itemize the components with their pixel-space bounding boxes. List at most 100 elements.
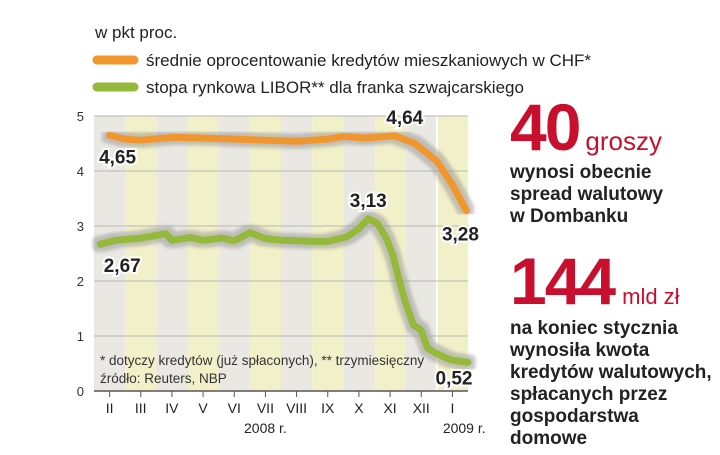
footnote-1: * dotyczy kredytów (już spłaconych), ** … bbox=[100, 353, 424, 368]
data-label: 4,64 bbox=[386, 108, 423, 129]
spread-text-line-1: wynosi obecnie bbox=[510, 162, 652, 183]
data-point bbox=[420, 330, 422, 331]
loans-text-line-2: wynosiła kwota bbox=[510, 340, 650, 361]
data-point bbox=[405, 302, 407, 304]
data-point bbox=[427, 347, 428, 349]
plot-area bbox=[94, 116, 468, 431]
data-point bbox=[171, 239, 173, 241]
spread-text-line-2: spread walutowy bbox=[510, 184, 664, 205]
data-label: 4,65 bbox=[99, 147, 136, 168]
data-point bbox=[280, 239, 282, 241]
month-band bbox=[249, 116, 281, 391]
data-point bbox=[311, 240, 313, 242]
data-point bbox=[465, 210, 467, 212]
x-tick-label: XII bbox=[413, 400, 430, 416]
data-point bbox=[171, 136, 173, 138]
y-tick-label: 4 bbox=[77, 164, 84, 179]
month-band bbox=[187, 116, 219, 391]
month-band bbox=[218, 116, 250, 391]
footnote-2: źródło: Reuters, NBP bbox=[100, 371, 227, 386]
annotations: 4,65 4,64 3,28 2,67 3,13 0,52 bbox=[97, 106, 481, 392]
data-point bbox=[233, 138, 235, 140]
spread-text-line-3: w Dombanku bbox=[510, 206, 629, 227]
data-point bbox=[345, 236, 347, 238]
data-label: 0,52 bbox=[436, 368, 473, 389]
data-point bbox=[342, 135, 344, 137]
fact-spread: 40 groszy wynosi obecnie spread walutowy … bbox=[510, 94, 718, 228]
series-lines bbox=[96, 131, 472, 366]
data-point bbox=[296, 240, 298, 242]
data-point bbox=[436, 353, 438, 355]
x-tick-label: II bbox=[106, 400, 114, 416]
data-point bbox=[109, 134, 111, 136]
fact-loans: 144 mld zł na koniec stycznia wynosiła kw… bbox=[510, 248, 718, 450]
x-tick-label: IX bbox=[321, 400, 335, 416]
data-point bbox=[249, 232, 251, 234]
data-point bbox=[233, 240, 235, 242]
month-band bbox=[125, 116, 157, 391]
data-point bbox=[202, 239, 204, 241]
data-point bbox=[451, 359, 453, 361]
loans-unit: mld zł bbox=[622, 284, 680, 309]
data-point bbox=[140, 139, 142, 141]
x-tick-label: VI bbox=[228, 400, 241, 416]
data-point bbox=[202, 137, 204, 139]
x-tick-label: III bbox=[135, 400, 147, 416]
y-tick-label: 3 bbox=[77, 219, 84, 234]
data-point bbox=[296, 140, 298, 142]
data-point bbox=[414, 143, 416, 144]
loans-value: 144 bbox=[510, 244, 616, 318]
data-point bbox=[327, 138, 329, 140]
x-tick-label: X bbox=[354, 400, 364, 416]
x-tick-label: XI bbox=[383, 400, 396, 416]
x-tick-label: I bbox=[450, 400, 454, 416]
month-band bbox=[156, 116, 188, 391]
x-tick-label: VIII bbox=[286, 400, 307, 416]
y-tick-label: 2 bbox=[77, 274, 84, 289]
y-axis: 0 1 2 3 4 5 bbox=[77, 109, 468, 399]
data-point bbox=[413, 324, 414, 326]
data-point bbox=[364, 137, 366, 139]
data-point bbox=[398, 280, 400, 282]
data-point bbox=[436, 160, 438, 162]
data-point bbox=[165, 233, 167, 235]
data-label: 3,13 bbox=[350, 191, 387, 212]
data-point bbox=[152, 235, 154, 237]
spread-unit: groszy bbox=[585, 126, 662, 156]
data-point bbox=[392, 255, 394, 257]
data-point bbox=[115, 239, 117, 241]
data-point bbox=[386, 239, 388, 241]
month-band bbox=[312, 116, 344, 391]
y-tick-label: 1 bbox=[77, 329, 84, 344]
y-tick-label: 5 bbox=[77, 109, 84, 124]
loans-text-line-1: na koniec stycznia bbox=[510, 318, 678, 339]
legend-label-green: stopa rynkowa LIBOR** dla franka szwajca… bbox=[146, 78, 524, 97]
loans-text-line-5: gospodarstwa domowe bbox=[510, 406, 639, 449]
data-point bbox=[140, 237, 142, 239]
data-point bbox=[445, 357, 447, 359]
month-band bbox=[405, 116, 437, 391]
data-point bbox=[377, 222, 379, 224]
data-point bbox=[451, 184, 453, 186]
data-point bbox=[394, 135, 396, 137]
loans-text-line-4: spłacanych przez bbox=[510, 384, 668, 405]
spread-value: 40 bbox=[510, 90, 581, 164]
data-point bbox=[264, 139, 266, 141]
data-point bbox=[358, 228, 360, 230]
year-label-2008: 2008 r. bbox=[244, 420, 287, 436]
year-label-2009: 2009 r. bbox=[443, 420, 486, 436]
data-point bbox=[190, 237, 192, 238]
month-band bbox=[281, 116, 313, 391]
month-band bbox=[343, 116, 375, 391]
data-point bbox=[367, 218, 369, 220]
month-band bbox=[94, 116, 126, 391]
data-point bbox=[327, 240, 329, 242]
data-point bbox=[99, 243, 101, 245]
y-tick-label: 0 bbox=[77, 384, 84, 399]
month-band bbox=[436, 116, 468, 391]
data-point bbox=[124, 138, 126, 140]
x-tick-label: VII bbox=[257, 400, 274, 416]
loans-text-line-3: kredytów walutowych, bbox=[510, 362, 712, 383]
